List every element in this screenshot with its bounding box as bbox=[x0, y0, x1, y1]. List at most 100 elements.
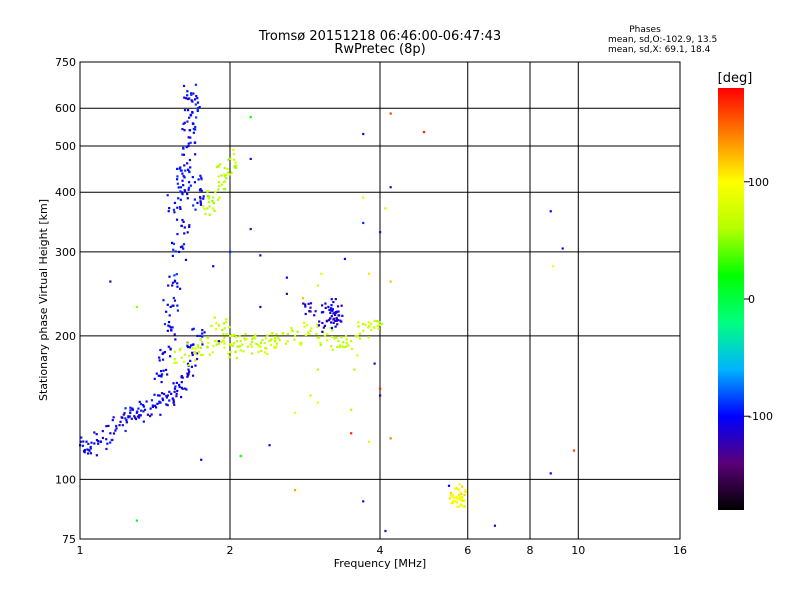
data-point bbox=[269, 338, 272, 342]
data-point bbox=[184, 387, 187, 390]
data-point bbox=[233, 166, 236, 169]
data-point bbox=[191, 347, 194, 350]
data-point bbox=[264, 337, 268, 340]
data-point bbox=[173, 390, 176, 393]
data-point bbox=[249, 343, 252, 346]
data-point bbox=[219, 163, 222, 166]
data-point bbox=[122, 413, 125, 416]
data-point bbox=[193, 181, 197, 184]
data-point bbox=[323, 324, 327, 327]
data-point bbox=[159, 369, 163, 373]
chart-subtitle: RwPretec (8p) bbox=[334, 42, 425, 57]
data-point bbox=[179, 287, 182, 290]
data-point bbox=[316, 401, 319, 404]
data-point bbox=[217, 323, 221, 327]
data-point bbox=[166, 394, 169, 397]
data-point bbox=[191, 328, 194, 331]
data-point bbox=[239, 340, 242, 343]
data-point bbox=[367, 440, 371, 443]
data-point bbox=[373, 319, 376, 323]
data-point bbox=[206, 207, 209, 210]
data-point bbox=[172, 400, 175, 403]
data-point bbox=[246, 345, 250, 348]
data-point bbox=[275, 342, 278, 345]
data-point bbox=[165, 396, 168, 399]
data-point bbox=[142, 405, 145, 408]
data-point bbox=[235, 166, 238, 169]
data-point bbox=[462, 505, 465, 508]
data-point bbox=[372, 326, 375, 329]
data-point bbox=[552, 265, 555, 268]
data-point bbox=[223, 174, 226, 178]
data-point bbox=[458, 483, 461, 486]
data-point bbox=[296, 330, 299, 333]
data-point bbox=[304, 312, 307, 316]
data-point bbox=[136, 410, 139, 413]
data-point bbox=[162, 299, 165, 302]
data-point bbox=[332, 312, 335, 315]
data-point bbox=[182, 243, 186, 246]
data-point bbox=[329, 309, 332, 312]
data-point bbox=[200, 178, 203, 181]
data-point bbox=[223, 173, 226, 176]
data-point bbox=[187, 181, 191, 184]
data-point bbox=[339, 319, 342, 322]
data-point bbox=[165, 403, 168, 406]
data-point bbox=[389, 280, 392, 283]
data-point bbox=[326, 339, 329, 342]
data-point bbox=[316, 336, 319, 340]
data-point bbox=[207, 197, 210, 200]
data-point bbox=[137, 407, 140, 410]
data-point bbox=[131, 407, 134, 410]
colorbar bbox=[718, 88, 744, 510]
data-point bbox=[171, 326, 174, 329]
data-point bbox=[121, 424, 124, 427]
data-point bbox=[186, 94, 189, 97]
data-point bbox=[260, 349, 263, 352]
data-point bbox=[318, 336, 321, 339]
data-point bbox=[189, 136, 192, 139]
data-point bbox=[138, 414, 141, 417]
data-point bbox=[114, 429, 117, 432]
data-point bbox=[269, 343, 273, 347]
data-point bbox=[188, 158, 192, 162]
data-point bbox=[278, 338, 281, 342]
data-point bbox=[150, 399, 154, 402]
data-point bbox=[350, 432, 353, 435]
data-point bbox=[194, 208, 197, 211]
data-point bbox=[93, 431, 96, 434]
data-point bbox=[362, 132, 365, 136]
data-point bbox=[214, 328, 218, 331]
data-point bbox=[90, 441, 93, 444]
data-point bbox=[178, 383, 181, 387]
data-point bbox=[186, 97, 190, 101]
data-point bbox=[186, 120, 189, 123]
data-point bbox=[328, 308, 331, 312]
data-point bbox=[325, 320, 328, 323]
data-point bbox=[175, 167, 179, 171]
data-point bbox=[181, 245, 184, 248]
data-point bbox=[350, 340, 353, 343]
data-point bbox=[183, 189, 186, 192]
data-point bbox=[220, 183, 223, 186]
data-point bbox=[165, 310, 168, 313]
data-point bbox=[330, 298, 333, 301]
data-point bbox=[195, 352, 199, 355]
data-point bbox=[309, 329, 312, 332]
data-point bbox=[89, 447, 92, 450]
data-point bbox=[237, 345, 240, 348]
data-point bbox=[232, 153, 235, 156]
data-point bbox=[249, 116, 252, 119]
data-point bbox=[157, 394, 160, 397]
data-point bbox=[194, 125, 197, 129]
data-point bbox=[176, 304, 179, 307]
data-point bbox=[263, 351, 267, 354]
data-point bbox=[207, 341, 210, 344]
y-tick-label: 300 bbox=[55, 246, 76, 259]
data-point bbox=[157, 374, 160, 377]
data-point bbox=[138, 416, 141, 419]
data-point bbox=[199, 187, 202, 191]
data-point bbox=[125, 419, 128, 422]
data-point bbox=[187, 364, 190, 367]
data-point bbox=[277, 336, 280, 340]
